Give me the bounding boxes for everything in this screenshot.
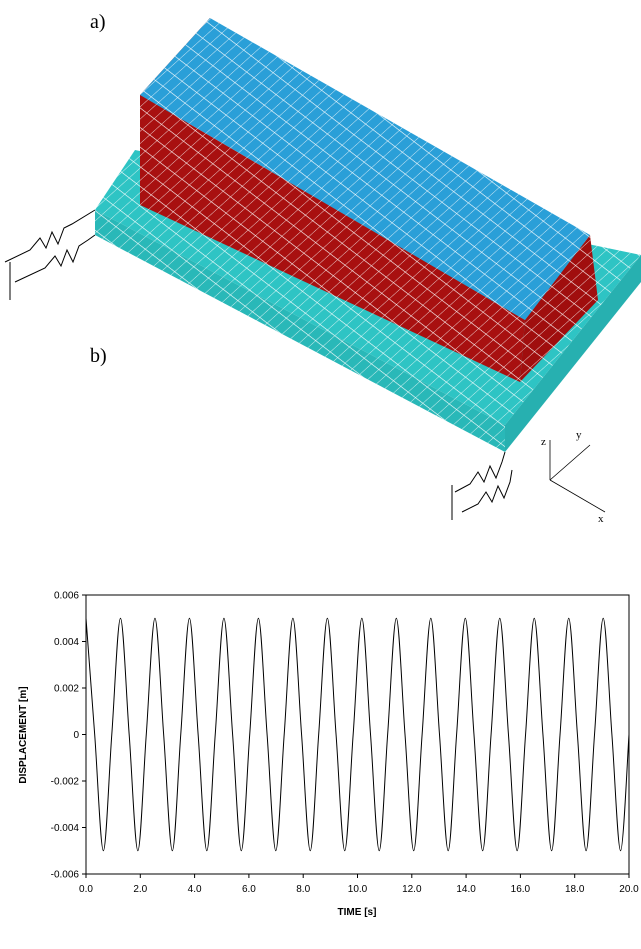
plot-frame bbox=[85, 594, 630, 875]
fem-model bbox=[4, 18, 641, 520]
y-tick-label: 0.006 bbox=[54, 591, 79, 602]
y-tick-label: 0.002 bbox=[54, 684, 79, 695]
x-tick-label: 16.0 bbox=[511, 884, 531, 895]
y-axis-label: DISPLACEMENT [m] bbox=[18, 686, 29, 783]
x-tick-label: 20.0 bbox=[619, 884, 639, 895]
x-tick-label: 8.0 bbox=[296, 884, 310, 895]
y-tick-label: -0.002 bbox=[51, 777, 80, 788]
panel-label: a) bbox=[90, 11, 106, 33]
panel-label: b) bbox=[90, 345, 107, 367]
axis-name: y bbox=[576, 429, 582, 441]
y-tick-label: -0.004 bbox=[51, 823, 80, 834]
x-tick-label: 2.0 bbox=[133, 884, 147, 895]
x-tick-label: 12.0 bbox=[402, 884, 422, 895]
axis-name: x bbox=[598, 513, 604, 525]
x-axis-label: TIME [s] bbox=[338, 907, 377, 918]
x-tick-label: 0.0 bbox=[79, 884, 93, 895]
y-tick-label: -0.006 bbox=[51, 870, 80, 881]
axis-name: z bbox=[541, 436, 546, 448]
chart: TIME [s] DISPLACEMENT [m] -0.006 -0.004 -0… bbox=[18, 591, 639, 919]
x-tick-label: 4.0 bbox=[188, 884, 202, 895]
data-line bbox=[85, 617, 630, 852]
x-tick-label: 6.0 bbox=[242, 884, 256, 895]
y-tick-label: 0 bbox=[73, 730, 79, 741]
x-tick-label: 10.0 bbox=[348, 884, 368, 895]
x-tick-label: 14.0 bbox=[456, 884, 476, 895]
x-tick-label: 18.0 bbox=[565, 884, 585, 895]
y-tick-label: 0.004 bbox=[54, 637, 79, 648]
